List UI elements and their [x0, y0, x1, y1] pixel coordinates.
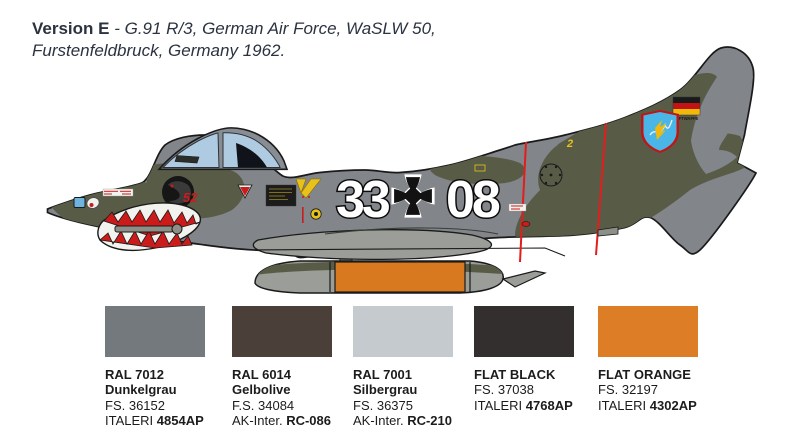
svg-text:08: 08: [446, 171, 500, 229]
svg-text:52: 52: [183, 190, 198, 205]
svg-text:33: 33: [336, 171, 390, 229]
svg-text:2: 2: [566, 138, 573, 150]
